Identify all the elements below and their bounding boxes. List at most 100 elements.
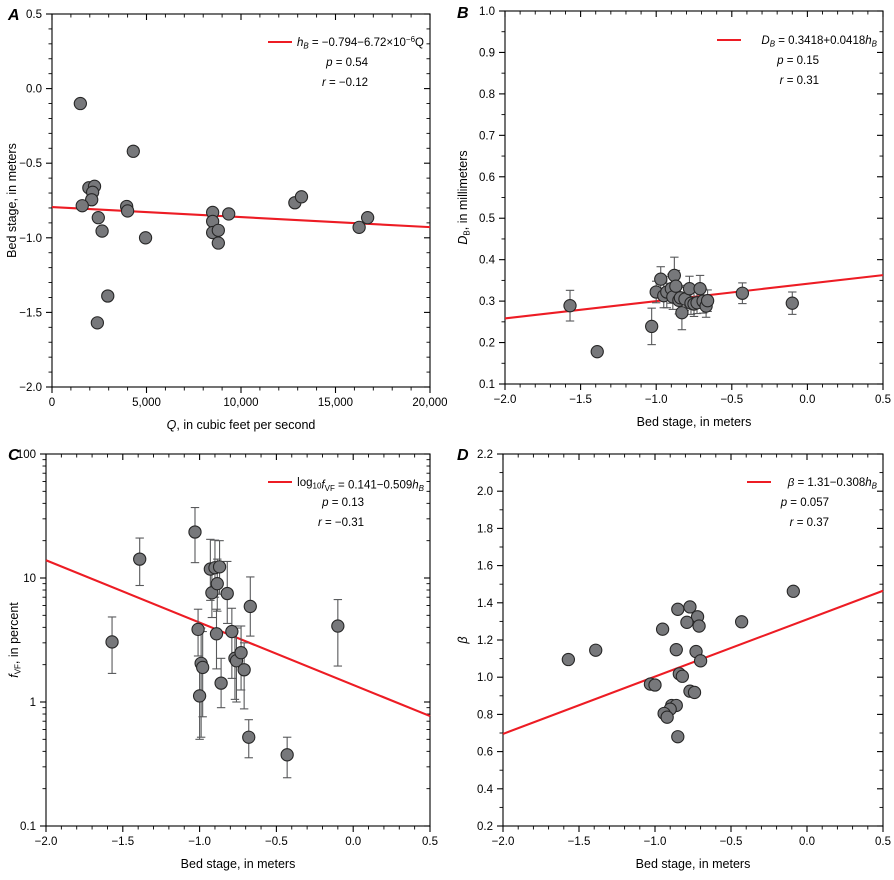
data-point — [692, 619, 706, 633]
svg-text:0.1: 0.1 — [20, 821, 36, 833]
svg-text:1.2: 1.2 — [477, 635, 493, 647]
panel-d-chart: β = 1.31−0.308hB p = 0.057 r = 0.37 −2.0 −1… — [456, 447, 891, 871]
svg-text:10,000: 10,000 — [223, 397, 258, 409]
panel-c-chart: log10fVF = 0.141−0.509hB p = 0.13 r = −0.3… — [7, 447, 438, 871]
data-point — [693, 282, 707, 296]
data-point — [294, 190, 309, 204]
svg-text:0.5: 0.5 — [875, 836, 891, 848]
svg-text:2.2: 2.2 — [477, 449, 493, 461]
svg-text:0.0: 0.0 — [26, 84, 42, 96]
data-point — [589, 643, 603, 657]
data-point — [138, 231, 153, 245]
data-point — [671, 730, 685, 744]
data-point — [120, 204, 135, 218]
svg-text:2.0: 2.0 — [477, 486, 493, 498]
data-point — [735, 286, 750, 300]
data-point — [211, 236, 225, 250]
svg-text:−0.5: −0.5 — [720, 836, 743, 848]
data-point — [655, 622, 670, 636]
svg-text:−2.0: −2.0 — [492, 836, 515, 848]
svg-text:r = −0.31: r = −0.31 — [318, 517, 364, 529]
data-point — [590, 345, 604, 359]
data-point — [73, 96, 87, 111]
svg-text:1.4: 1.4 — [477, 598, 494, 610]
svg-text:10: 10 — [23, 573, 36, 585]
data-point — [237, 663, 251, 677]
data-point — [331, 619, 345, 633]
data-point — [669, 279, 683, 293]
svg-text:0.3: 0.3 — [479, 296, 495, 308]
svg-text:0.9: 0.9 — [479, 47, 495, 59]
data-point — [680, 615, 694, 629]
data-point — [234, 646, 248, 660]
data-point — [188, 525, 202, 539]
svg-text:−1.0: −1.0 — [19, 233, 42, 245]
data-point — [212, 560, 227, 574]
data-point — [675, 669, 690, 683]
svg-text:−1.0: −1.0 — [644, 836, 667, 848]
panel-d: β = 1.31−0.308hB p = 0.057 r = 0.37 −2.0 −1… — [447, 440, 894, 880]
data-point — [211, 223, 225, 237]
svg-text:0: 0 — [49, 397, 55, 409]
panel-b-chart: DB = 0.3418+0.0418hB p = 0.15 r = 0.31 −2.… — [456, 5, 891, 429]
panel-letter: A — [7, 7, 20, 24]
data-point — [648, 678, 662, 692]
data-point — [210, 577, 224, 591]
svg-text:0.6: 0.6 — [477, 747, 493, 759]
svg-text:1.0: 1.0 — [477, 672, 493, 684]
svg-text:−1.0: −1.0 — [188, 836, 211, 848]
data-point — [669, 643, 683, 657]
svg-text:0.0: 0.0 — [799, 394, 815, 406]
data-point — [133, 552, 147, 566]
data-point — [209, 627, 224, 641]
svg-text:−2.0: −2.0 — [494, 394, 517, 406]
data-point — [243, 599, 257, 614]
data-point — [75, 199, 89, 213]
svg-text:1: 1 — [30, 697, 36, 709]
data-point — [786, 584, 800, 598]
svg-text:1.6: 1.6 — [477, 561, 493, 573]
svg-text:log10fVF = 0.141−0.509hB: log10fVF = 0.141−0.509hB — [297, 477, 425, 493]
x-axis-title: Bed stage, in meters — [637, 415, 752, 429]
svg-text:5,000: 5,000 — [132, 397, 161, 409]
svg-text:1.8: 1.8 — [477, 523, 493, 535]
svg-text:0.0: 0.0 — [345, 836, 361, 848]
data-point — [654, 272, 668, 286]
svg-text:0.1: 0.1 — [479, 379, 495, 391]
svg-text:0.2: 0.2 — [477, 821, 493, 833]
panel-letter: C — [8, 447, 20, 464]
error-bar — [333, 599, 343, 667]
panel-letter: B — [457, 5, 469, 22]
data-point — [563, 299, 577, 313]
data-point — [101, 289, 115, 303]
svg-text:0.7: 0.7 — [479, 130, 495, 142]
svg-text:0.6: 0.6 — [479, 172, 495, 184]
svg-text:−1.5: −1.5 — [19, 307, 42, 319]
data-point — [360, 211, 375, 225]
data-point — [671, 602, 685, 616]
svg-text:0.8: 0.8 — [477, 709, 493, 721]
panel-letter: D — [457, 447, 469, 464]
data-point — [280, 748, 294, 762]
data-point — [675, 306, 689, 320]
y-axis-title: fVF, in percent — [7, 602, 23, 678]
svg-text:DB = 0.3418+0.0418hB: DB = 0.3418+0.0418hB — [761, 35, 877, 49]
data-point — [220, 586, 234, 601]
svg-text:p = 0.54: p = 0.54 — [325, 57, 368, 69]
svg-text:p = 0.13: p = 0.13 — [321, 497, 364, 509]
data-point — [687, 685, 702, 700]
data-point — [667, 268, 681, 283]
regression-line — [45, 559, 431, 718]
data-point — [95, 224, 109, 238]
data-point — [85, 193, 99, 207]
data-point — [105, 635, 119, 649]
svg-text:0.2: 0.2 — [479, 338, 495, 350]
data-point — [192, 689, 207, 703]
svg-text:−1.5: −1.5 — [568, 836, 591, 848]
regression-line — [502, 589, 884, 735]
svg-text:0.4: 0.4 — [479, 255, 496, 267]
data-point — [352, 220, 366, 235]
y-axis-title: Bed stage, in meters — [5, 143, 19, 258]
svg-text:20,000: 20,000 — [412, 397, 447, 409]
svg-text:0.5: 0.5 — [422, 836, 438, 848]
